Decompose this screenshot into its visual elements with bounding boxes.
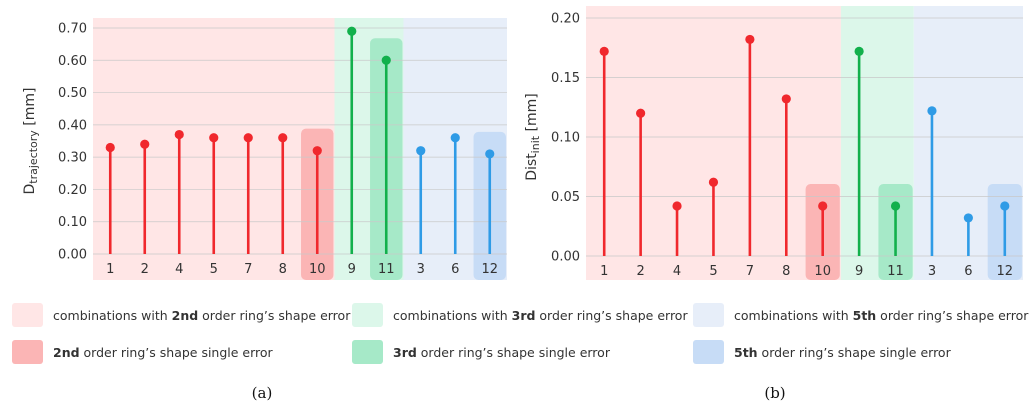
y-tick-label: 0.30 (58, 151, 87, 166)
legend-swatch (693, 340, 724, 364)
point-6 (450, 133, 460, 143)
point-3 (416, 146, 426, 156)
y-axis-label: Distinit [mm] (524, 93, 542, 181)
legend-entry: combinations with 3rd order ring’s shape… (393, 308, 688, 323)
x-tick-label: 10 (309, 262, 326, 277)
point-4 (174, 129, 184, 140)
x-tick-label: 1 (106, 262, 114, 277)
y-tick-label: 0.50 (58, 86, 87, 101)
point-10 (312, 146, 322, 156)
x-tick-label: 5 (210, 262, 218, 277)
x-tick-label: 10 (814, 264, 831, 279)
x-tick-label: 9 (348, 262, 356, 277)
y-tick-label: 0.70 (58, 22, 87, 37)
point-5 (209, 133, 219, 143)
point-4 (672, 201, 682, 211)
legend-entry: 3rd order ring’s shape single error (393, 345, 611, 360)
y-tick-label: 0.20 (58, 183, 87, 198)
legend: combinations with 2nd order ring’s shape… (12, 303, 1029, 364)
legend-swatch (693, 303, 724, 327)
y-tick-label: 0.10 (551, 131, 580, 146)
point-3 (927, 106, 937, 116)
y-tick-label: 0.05 (551, 190, 580, 205)
y-tick-label: 0.00 (58, 248, 87, 263)
legend-swatch (352, 303, 383, 327)
x-tick-label: 11 (887, 264, 904, 279)
x-tick-label: 8 (782, 264, 790, 279)
point-9 (347, 26, 357, 36)
point-6 (963, 213, 973, 223)
x-tick-label: 9 (855, 264, 863, 279)
x-tick-label: 12 (997, 264, 1014, 279)
panel-label-b: (b) (764, 384, 785, 402)
x-tick-label: 7 (244, 262, 252, 277)
x-tick-label: 2 (636, 264, 644, 279)
legend-swatch (12, 340, 43, 364)
x-tick-label: 3 (417, 262, 425, 277)
x-tick-label: 5 (709, 264, 717, 279)
panel-label-a: (a) (252, 384, 273, 402)
x-tick-label: 3 (928, 264, 936, 279)
x-tick-label: 2 (141, 262, 149, 277)
x-tick-label: 6 (451, 262, 459, 277)
point-11 (890, 201, 901, 211)
legend-entry: 5th order ring’s shape single error (734, 345, 952, 360)
legend-swatch (12, 303, 43, 327)
x-tick-label: 4 (673, 264, 681, 279)
point-12 (1000, 201, 1010, 211)
y-tick-label: 0.40 (58, 118, 87, 133)
chart-b: 0.000.050.100.150.201 2 4 5 7 8 10 9 11 3 6 12Disti… (524, 6, 1023, 280)
y-tick-label: 0.20 (551, 12, 580, 27)
y-axis-label: Dtrajectory [mm] (22, 88, 40, 195)
point-5 (708, 177, 719, 187)
x-tick-label: 12 (481, 262, 498, 277)
y-tick-label: 0.15 (551, 71, 580, 86)
legend-entry: combinations with 5th order ring’s shape… (734, 308, 1029, 323)
point-11 (381, 55, 391, 65)
x-tick-label: 7 (746, 264, 754, 279)
y-tick-label: 0.10 (58, 215, 87, 230)
point-7 (745, 34, 755, 45)
y-tick-label: 0.60 (58, 54, 87, 69)
x-tick-label: 1 (600, 264, 608, 279)
x-tick-label: 4 (175, 262, 183, 277)
point-8 (781, 94, 791, 104)
chart-a: 0.000.100.200.300.400.500.600.701 2 4 5 7 8 10… (22, 18, 507, 281)
x-tick-label: 11 (378, 262, 395, 277)
point-12 (485, 149, 495, 159)
point-9 (854, 46, 864, 56)
x-tick-label: 6 (964, 264, 972, 279)
legend-swatch (352, 340, 383, 364)
point-1 (599, 46, 609, 56)
x-tick-label: 8 (279, 262, 287, 277)
point-1 (105, 142, 115, 153)
legend-entry: 2nd order ring’s shape single error (53, 345, 274, 360)
point-2 (636, 108, 646, 118)
point-7 (243, 133, 253, 143)
y-tick-label: 0.00 (551, 250, 580, 265)
legend-entry: combinations with 2nd order ring’s shape… (53, 308, 351, 323)
point-2 (140, 139, 150, 149)
point-8 (278, 133, 288, 143)
point-10 (818, 201, 828, 211)
